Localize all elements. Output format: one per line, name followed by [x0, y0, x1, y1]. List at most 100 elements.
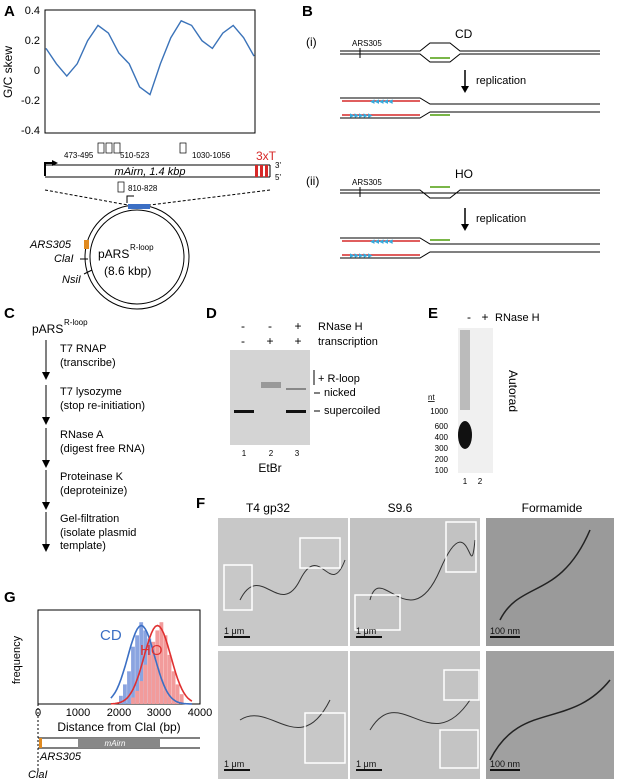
panel-d-letter: D [206, 305, 217, 322]
ars-i: ARS305 [352, 39, 382, 48]
protocol-title: pARS [32, 322, 63, 336]
replication-i: replication [476, 75, 526, 87]
hist-xticks: 0 1000 2000 3000 4000 [35, 707, 212, 719]
step-name: RNase A [60, 429, 104, 441]
panel-c-letter: C [4, 305, 15, 322]
hist-bar-cd [127, 671, 131, 704]
protocol-title-sup: R-loop [64, 318, 88, 327]
svg-text:2: 2 [478, 477, 483, 486]
hist-bar-ho [131, 697, 135, 704]
step-name: Gel-filtration [60, 513, 119, 525]
scale-bar: 1 μm [224, 759, 244, 769]
f-col-1: S9.6 [388, 501, 413, 515]
ars-label: ARS305 [29, 239, 72, 251]
gel-band [261, 382, 281, 388]
hist-bar-ho [135, 690, 139, 704]
svg-text:ClaI: ClaI [28, 769, 48, 781]
step-desc: (stop re-initiation) [60, 400, 145, 412]
okazaki-i-top: ◂◂◂◂◂ [370, 96, 393, 106]
hist-bar-ho [139, 681, 144, 704]
autorad-label: Autorad [506, 370, 520, 412]
svg-text:1000: 1000 [430, 407, 448, 416]
hist-bar-cd [135, 635, 139, 704]
hist-bar-ho [179, 694, 184, 704]
scale-bar: 1 μm [356, 626, 376, 636]
skew-line [45, 19, 255, 96]
f-col-2: Formamide [522, 501, 583, 515]
hist-bar-ho [159, 622, 164, 704]
scale-bar: 100 nm [490, 626, 520, 636]
skew-plot-frame [44, 9, 256, 134]
skew-ytick: 0.4 [25, 5, 40, 17]
clai-label: ClaI [54, 253, 74, 265]
em-images [218, 518, 614, 779]
cd-fit-curve [110, 624, 192, 705]
hist-xlabel: Distance from ClaI (bp) [57, 720, 180, 734]
band-rloop: + R-loop [318, 373, 360, 385]
okazaki-i-bot: ▸▸▸▸▸ [350, 110, 373, 120]
nt-label: nt [428, 393, 435, 402]
hist-ylabel: frequency [11, 635, 23, 684]
scale-bar: 100 nm [490, 759, 520, 769]
plasmid-size: (8.6 kbp) [104, 264, 151, 278]
skew-ylabel: G/C skew [1, 46, 15, 98]
hist-bar-cd [119, 695, 123, 704]
etbr-label: EtBr [258, 461, 281, 475]
step-desc: (deproteinize) [60, 485, 127, 497]
hist-bar-cd [123, 684, 127, 704]
autorad-smear [460, 330, 470, 410]
skew-yticks: 0.4 0.2 0 -0.2 -0.4 [21, 5, 40, 137]
panel-g-letter: G [4, 589, 16, 606]
3xt-label: 3xT [256, 149, 277, 163]
hist-bar-ho [175, 684, 180, 704]
hist-bar-cd [139, 622, 144, 704]
svg-text:ARS305: ARS305 [39, 751, 82, 763]
transcription-label: transcription [318, 336, 378, 348]
svg-text:-: - [467, 310, 471, 324]
svg-text:1: 1 [242, 449, 247, 458]
svg-text:◂◂◂◂◂: ◂◂◂◂◂ [370, 236, 393, 246]
skew-ytick: 0 [34, 65, 40, 77]
svg-text:1000: 1000 [66, 707, 90, 719]
step-name: T7 lysozyme [60, 386, 122, 398]
step-desc-cont: template) [60, 540, 106, 552]
gel-band [234, 410, 254, 413]
plasmid-ars-segment [84, 240, 89, 249]
promoter-arrow-icon [44, 162, 55, 176]
panel-f-letter: F [196, 495, 205, 512]
svg-text:200: 200 [435, 455, 449, 464]
ho-legend: HO [140, 642, 163, 659]
plasmid-sup: R-loop [130, 243, 154, 252]
rnaseh-label: RNase H [318, 321, 363, 333]
svg-text:+: + [294, 334, 301, 348]
band-supercoiled: supercoiled [324, 405, 380, 417]
svg-text:-: - [241, 334, 245, 348]
g4-label: 473-495 [64, 151, 94, 160]
e-rnaseh: RNase H [495, 312, 540, 324]
g4-label: 510-523 [120, 151, 150, 160]
replication-ii: replication [476, 213, 526, 225]
gene-label: mAirn, 1.4 kbp [115, 166, 186, 178]
svg-text:-: - [268, 319, 272, 333]
svg-text:2000: 2000 [107, 707, 131, 719]
svg-text:600: 600 [435, 422, 449, 431]
panel-e-letter: E [428, 305, 438, 322]
svg-text:-: - [241, 319, 245, 333]
g4-labels: 473-495 510-523 1030-1056 [64, 151, 231, 160]
skew-ytick: -0.4 [21, 125, 40, 137]
svg-text:2: 2 [269, 449, 274, 458]
3xt-bars [255, 165, 268, 177]
g4-icon [117, 181, 125, 193]
hist-bar-ho [163, 635, 168, 704]
duplex-i [340, 42, 600, 63]
svg-text:mAirn: mAirn [105, 739, 126, 748]
svg-text:400: 400 [435, 433, 449, 442]
gel-band [286, 388, 306, 390]
cd-legend: CD [100, 627, 122, 644]
step-desc: (isolate plasmid [60, 527, 136, 539]
panel-a-letter: A [4, 3, 15, 20]
panel-b-letter: B [302, 3, 313, 20]
panel-b-i: (i) [306, 35, 317, 49]
plasmid-inner [89, 209, 185, 305]
